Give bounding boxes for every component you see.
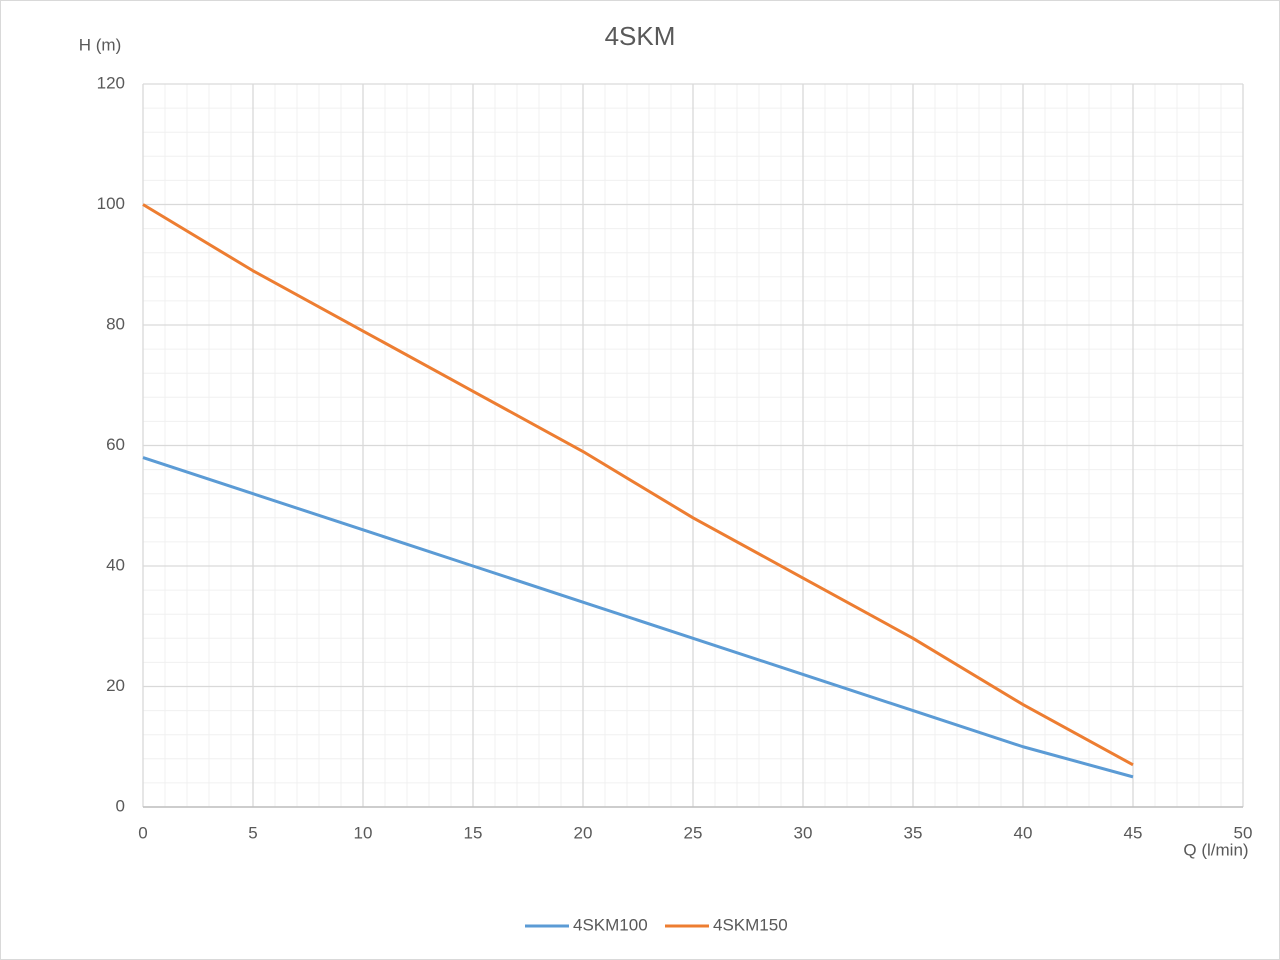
y-tick-label: 80 <box>106 314 125 333</box>
y-axis-label: H (m) <box>79 35 121 54</box>
x-tick-label: 10 <box>354 823 373 842</box>
x-tick-label: 15 <box>464 823 483 842</box>
series-line <box>142 456 1134 779</box>
y-tick-label: 0 <box>116 796 125 815</box>
x-tick-label: 30 <box>794 823 813 842</box>
series-line <box>142 203 1134 767</box>
legend-label: 4SKM150 <box>713 915 788 934</box>
x-tick-label: 45 <box>1124 823 1143 842</box>
x-axis-label: Q (l/min) <box>1183 840 1248 859</box>
x-tick-label: 40 <box>1014 823 1033 842</box>
legend-label: 4SKM100 <box>573 915 648 934</box>
x-tick-label: 35 <box>904 823 923 842</box>
y-tick-label: 120 <box>97 73 125 92</box>
x-tick-label: 20 <box>574 823 593 842</box>
x-tick-label: 5 <box>248 823 257 842</box>
y-tick-label: 60 <box>106 435 125 454</box>
y-tick-label: 100 <box>97 194 125 213</box>
chart-title: 4SKM <box>605 21 676 51</box>
x-tick-label: 50 <box>1234 823 1253 842</box>
x-tick-label: 0 <box>138 823 147 842</box>
x-tick-label: 25 <box>684 823 703 842</box>
y-tick-label: 40 <box>106 555 125 574</box>
y-tick-label: 20 <box>106 676 125 695</box>
